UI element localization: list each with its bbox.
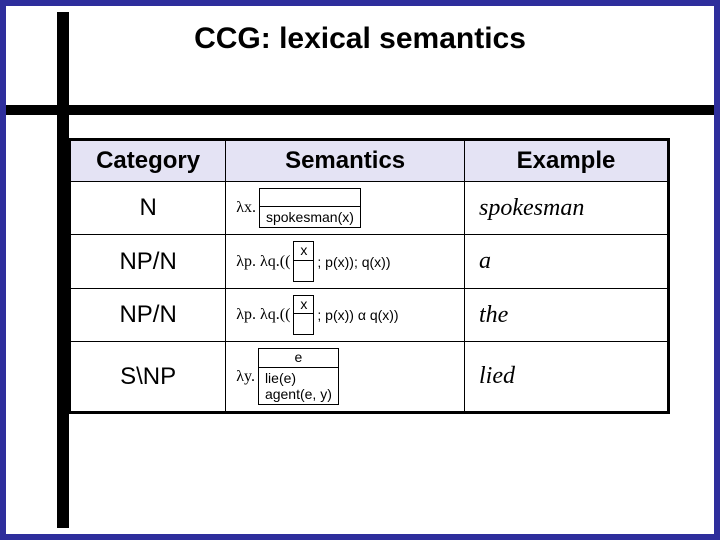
table-row: NP/Nλp. λq.((x ; p(x)); q(x))a (71, 235, 668, 288)
cell-semantics: λp. λq.((x ; p(x)); q(x)) (226, 235, 465, 288)
lambda-prefix: λp. λq.(( (236, 253, 290, 271)
cell-category: N (71, 182, 226, 235)
page-title: CCG: lexical semantics (6, 6, 714, 56)
lambda-prefix: λy. (236, 368, 255, 386)
table-row: Nλx. spokesman(x)spokesman (71, 182, 668, 235)
header-semantics: Semantics (226, 141, 465, 182)
semantics-table: Category Semantics Example Nλx. spokesma… (68, 138, 670, 414)
lambda-prefix: λp. λq.(( (236, 306, 290, 324)
drs-box: x (293, 241, 314, 281)
cell-example: lied (465, 342, 668, 412)
table-row: S\NPλy.elie(e)agent(e, y)lied (71, 342, 668, 412)
cell-category: NP/N (71, 235, 226, 288)
horizontal-rule (6, 105, 714, 115)
lambda-prefix: λx. (236, 199, 256, 217)
lambda-suffix: ; p(x)) α q(x)) (317, 307, 398, 323)
header-category: Category (71, 141, 226, 182)
cell-example: the (465, 288, 668, 341)
drs-referents: e (259, 349, 338, 367)
drs-box: spokesman(x) (259, 188, 361, 228)
drs-box: elie(e)agent(e, y) (258, 348, 339, 405)
cell-semantics: λx. spokesman(x) (226, 182, 465, 235)
drs-conditions (294, 261, 313, 281)
cell-example: spokesman (465, 182, 668, 235)
drs-conditions: lie(e)agent(e, y) (259, 368, 338, 404)
drs-referents: x (294, 296, 313, 314)
cell-semantics: λp. λq.((x ; p(x)) α q(x)) (226, 288, 465, 341)
drs-conditions: spokesman(x) (260, 207, 360, 227)
cell-category: NP/N (71, 288, 226, 341)
lambda-suffix: ; p(x)); q(x)) (317, 254, 390, 270)
table-body: Nλx. spokesman(x)spokesmanNP/Nλp. λq.((x… (71, 182, 668, 412)
table-row: NP/Nλp. λq.((x ; p(x)) α q(x))the (71, 288, 668, 341)
cell-example: a (465, 235, 668, 288)
cell-category: S\NP (71, 342, 226, 412)
cell-semantics: λy.elie(e)agent(e, y) (226, 342, 465, 412)
header-example: Example (465, 141, 668, 182)
table-header-row: Category Semantics Example (71, 141, 668, 182)
drs-referents: x (294, 242, 313, 260)
drs-conditions (294, 314, 313, 334)
drs-box: x (293, 295, 314, 335)
drs-referents (260, 189, 360, 207)
